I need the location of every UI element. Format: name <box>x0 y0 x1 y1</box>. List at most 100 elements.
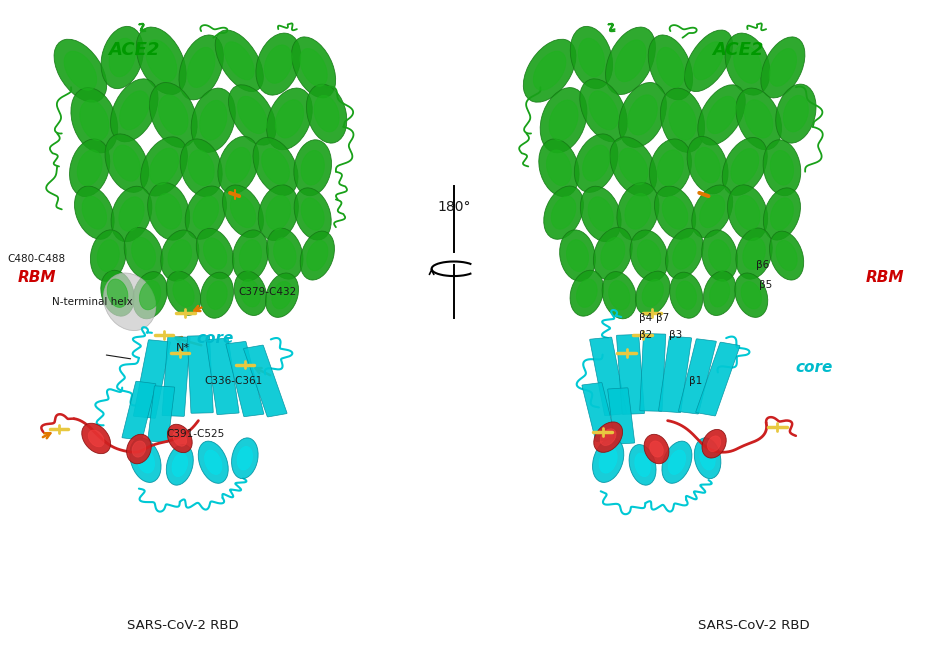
Ellipse shape <box>193 196 219 229</box>
Ellipse shape <box>141 137 187 196</box>
Ellipse shape <box>180 139 222 197</box>
Ellipse shape <box>140 280 160 310</box>
Ellipse shape <box>132 441 145 457</box>
Ellipse shape <box>709 279 730 307</box>
FancyBboxPatch shape <box>659 336 692 412</box>
Ellipse shape <box>725 33 770 95</box>
Text: core: core <box>197 331 234 345</box>
Ellipse shape <box>166 445 193 485</box>
Ellipse shape <box>619 148 648 185</box>
Ellipse shape <box>149 82 198 147</box>
Ellipse shape <box>156 194 182 229</box>
Ellipse shape <box>657 47 684 88</box>
Ellipse shape <box>267 88 312 150</box>
Ellipse shape <box>119 91 149 130</box>
Ellipse shape <box>600 429 616 446</box>
Text: RBM: RBM <box>18 270 57 285</box>
Ellipse shape <box>203 238 226 269</box>
Ellipse shape <box>149 148 179 185</box>
Ellipse shape <box>567 239 589 271</box>
Ellipse shape <box>111 79 158 142</box>
FancyBboxPatch shape <box>243 345 287 417</box>
Ellipse shape <box>657 150 683 186</box>
Ellipse shape <box>524 39 576 102</box>
Ellipse shape <box>89 430 104 447</box>
Ellipse shape <box>82 423 111 453</box>
Ellipse shape <box>197 228 234 279</box>
Ellipse shape <box>776 241 797 271</box>
Ellipse shape <box>215 30 264 91</box>
Text: ACE2: ACE2 <box>712 40 763 58</box>
Ellipse shape <box>231 438 258 479</box>
FancyBboxPatch shape <box>147 386 174 442</box>
FancyBboxPatch shape <box>639 333 665 411</box>
Ellipse shape <box>218 137 259 194</box>
Ellipse shape <box>185 186 226 239</box>
Text: β1: β1 <box>689 376 703 386</box>
Ellipse shape <box>741 281 761 309</box>
Ellipse shape <box>292 37 336 98</box>
Ellipse shape <box>728 185 768 241</box>
Ellipse shape <box>70 139 110 197</box>
Ellipse shape <box>676 281 696 310</box>
Ellipse shape <box>160 230 199 281</box>
Ellipse shape <box>601 237 624 270</box>
Ellipse shape <box>267 228 303 279</box>
Ellipse shape <box>630 230 668 281</box>
Ellipse shape <box>145 40 177 82</box>
FancyBboxPatch shape <box>582 383 616 442</box>
Ellipse shape <box>559 230 596 281</box>
Text: N-terminal helx: N-terminal helx <box>52 297 133 307</box>
Ellipse shape <box>615 40 646 82</box>
Ellipse shape <box>700 446 715 470</box>
FancyBboxPatch shape <box>695 342 740 416</box>
Text: C391-C525: C391-C525 <box>167 429 225 439</box>
Ellipse shape <box>240 279 261 307</box>
Ellipse shape <box>131 237 156 270</box>
Ellipse shape <box>294 140 332 196</box>
Ellipse shape <box>570 27 612 89</box>
FancyBboxPatch shape <box>608 388 635 444</box>
Ellipse shape <box>609 280 630 310</box>
Text: SARS-CoV-2 RBD: SARS-CoV-2 RBD <box>127 619 239 632</box>
Ellipse shape <box>234 271 267 316</box>
Ellipse shape <box>133 272 167 319</box>
Ellipse shape <box>576 279 597 308</box>
Ellipse shape <box>769 48 797 86</box>
Ellipse shape <box>549 100 578 141</box>
FancyBboxPatch shape <box>133 339 171 418</box>
Ellipse shape <box>64 51 97 90</box>
Ellipse shape <box>105 134 148 192</box>
Ellipse shape <box>295 188 331 240</box>
Ellipse shape <box>775 84 816 143</box>
Ellipse shape <box>722 137 767 196</box>
Ellipse shape <box>629 445 656 485</box>
Text: C379-C432: C379-C432 <box>239 287 296 297</box>
Ellipse shape <box>118 197 144 231</box>
Ellipse shape <box>628 95 657 135</box>
Text: RBM: RBM <box>866 270 904 285</box>
FancyBboxPatch shape <box>187 335 213 413</box>
Ellipse shape <box>124 227 163 280</box>
Ellipse shape <box>262 149 290 184</box>
Ellipse shape <box>687 137 728 194</box>
Text: β5: β5 <box>759 280 772 290</box>
Ellipse shape <box>225 42 254 80</box>
Ellipse shape <box>637 240 661 271</box>
Ellipse shape <box>136 448 155 473</box>
Ellipse shape <box>650 441 664 457</box>
Ellipse shape <box>708 240 731 271</box>
Ellipse shape <box>114 145 141 181</box>
Ellipse shape <box>642 280 664 307</box>
Ellipse shape <box>90 230 126 281</box>
Ellipse shape <box>668 450 686 475</box>
Ellipse shape <box>706 96 736 134</box>
Ellipse shape <box>650 139 692 197</box>
Text: 180°: 180° <box>437 200 471 214</box>
Ellipse shape <box>593 438 624 483</box>
Ellipse shape <box>533 51 566 90</box>
Ellipse shape <box>307 84 347 143</box>
Ellipse shape <box>702 430 726 458</box>
FancyBboxPatch shape <box>226 341 264 416</box>
Ellipse shape <box>256 33 301 95</box>
